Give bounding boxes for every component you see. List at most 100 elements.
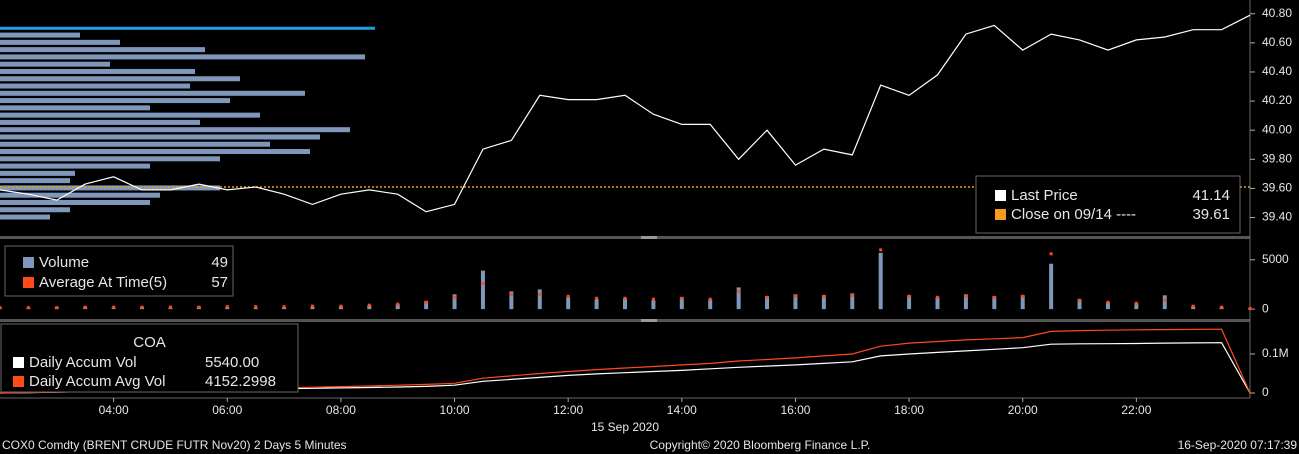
x-tick-label: 20:00 <box>1008 403 1038 417</box>
profile-bar <box>0 39 120 45</box>
x-tick-label: 18:00 <box>894 403 924 417</box>
average-dot <box>0 306 2 310</box>
average-dot <box>708 297 712 301</box>
profile-bar <box>0 192 160 198</box>
average-dot <box>879 248 883 252</box>
volume-bar <box>594 299 599 310</box>
legend-label: Volume <box>39 254 89 271</box>
legend-label: Average At Time(5) <box>39 274 167 291</box>
average-dot <box>595 296 599 300</box>
average-dot <box>140 305 144 309</box>
volume-bar <box>651 300 656 310</box>
profile-bar <box>0 105 150 111</box>
average-dot <box>793 294 797 298</box>
volume-bar <box>253 307 258 310</box>
volume-bar <box>907 295 912 310</box>
average-dot <box>680 296 684 300</box>
x-tick-label: 22:00 <box>1121 403 1151 417</box>
average-dot <box>1021 294 1025 298</box>
average-dot <box>1106 300 1110 304</box>
volume-bar <box>566 297 571 310</box>
volume-bar <box>878 252 883 310</box>
legend-value: 5540.00 <box>205 354 259 371</box>
x-tick-label: 14:00 <box>667 403 697 417</box>
volume-bar <box>480 270 485 310</box>
legend-value: 49 <box>211 254 228 271</box>
x-tick-label: 04:00 <box>99 403 129 417</box>
average-dot <box>936 295 939 299</box>
legend-swatch <box>995 209 1006 220</box>
profile-bar <box>0 156 220 162</box>
volume-bar <box>367 305 372 310</box>
separator-handle <box>641 319 657 322</box>
legend-value: 41.14 <box>1192 187 1230 204</box>
separator-handle <box>641 236 657 239</box>
volume-bar <box>963 294 968 310</box>
legend-label: Daily Accum Avg Vol <box>29 373 165 390</box>
volume-bar <box>1020 295 1025 310</box>
legend-swatch <box>13 357 24 368</box>
average-dot <box>907 294 911 298</box>
legend-box <box>0 323 299 393</box>
average-dot <box>1248 307 1252 311</box>
legend-swatch <box>23 257 34 268</box>
y-tick-label: 40.20 <box>1262 93 1292 107</box>
profile-bar <box>0 83 190 89</box>
profile-bar <box>0 61 110 67</box>
average-dot <box>566 294 570 298</box>
y-tick-label: 5000 <box>1262 252 1289 266</box>
profile-bar <box>0 185 220 191</box>
average-dot <box>765 295 769 299</box>
profile-bar <box>0 127 350 133</box>
y-tick-label: 0.1M <box>1262 346 1289 360</box>
volume-bar <box>537 289 542 310</box>
volume-bar <box>935 297 940 310</box>
average-dot <box>850 293 854 297</box>
profile-bar <box>0 47 205 53</box>
legend-label: Daily Accum Vol <box>29 354 137 371</box>
average-dot <box>481 281 485 285</box>
profile-bar <box>0 141 270 147</box>
price-line <box>0 14 1251 213</box>
volume-bar <box>452 294 457 310</box>
y-tick-label: 40.40 <box>1262 64 1292 78</box>
panel-separator <box>0 319 1250 322</box>
y-tick-label: 39.80 <box>1262 151 1292 165</box>
y-tick-label: 40.00 <box>1262 122 1292 136</box>
average-dot <box>225 305 229 309</box>
volume-bar <box>850 293 855 310</box>
average-dot <box>26 306 30 310</box>
y-tick-label: 39.40 <box>1262 210 1292 224</box>
average-dot <box>55 306 59 310</box>
legend-label: Last Price <box>1011 187 1078 204</box>
average-dot <box>396 302 400 306</box>
x-tick-label: 12:00 <box>553 403 583 417</box>
volume-bar <box>1049 263 1054 310</box>
legend-value: 57 <box>211 274 228 291</box>
legend-label: Close on 09/14 ---- <box>1011 206 1136 223</box>
legend-title: COA <box>133 334 166 351</box>
profile-peak <box>0 26 375 30</box>
x-tick-label: 16:00 <box>780 403 810 417</box>
profile-bar <box>0 214 50 220</box>
profile-bar <box>0 163 150 169</box>
average-dot <box>112 305 116 309</box>
profile-bar <box>0 68 195 74</box>
average-dot <box>1049 252 1053 256</box>
profile-bar <box>0 90 305 96</box>
volume-bar <box>1134 303 1139 310</box>
volume-bar <box>310 306 315 310</box>
footer-center: Copyright© 2020 Bloomberg Finance L.P. <box>650 438 871 452</box>
average-dot <box>651 297 655 301</box>
average-dot <box>538 292 542 296</box>
average-dot <box>197 305 201 309</box>
volume-bar <box>395 304 400 310</box>
average-dot <box>311 304 314 308</box>
average-dot <box>424 300 428 304</box>
profile-bar <box>0 119 200 125</box>
footer-right: 16-Sep-2020 07:17:39 <box>1178 438 1298 452</box>
legend-swatch <box>13 376 24 387</box>
average-dot <box>367 303 371 307</box>
volume-bar <box>679 297 684 310</box>
